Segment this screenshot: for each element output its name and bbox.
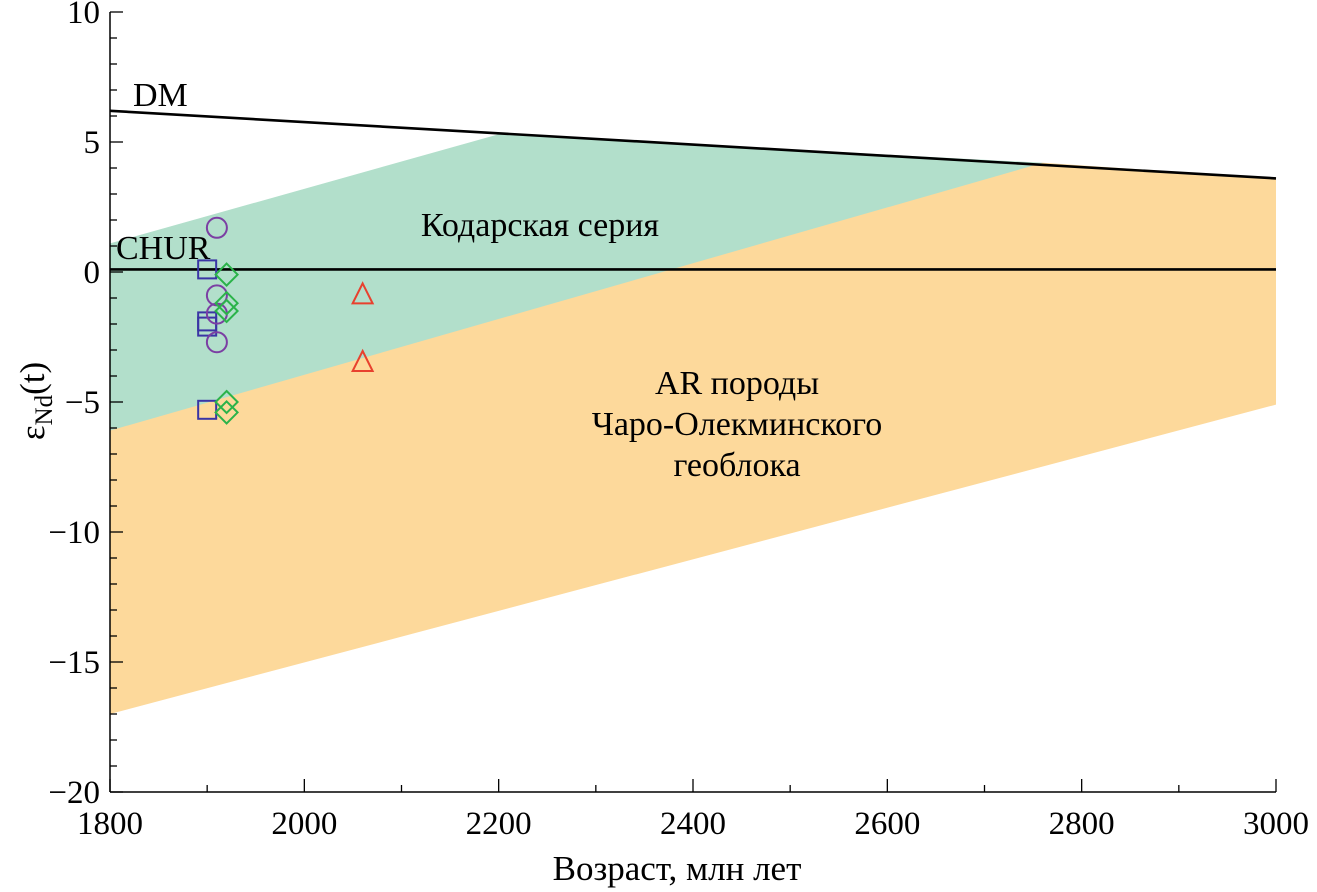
circle-marker xyxy=(205,216,228,239)
kodar-label: Кодарская серия xyxy=(421,207,660,244)
y-axis-title-main: ε xyxy=(13,425,52,440)
triangle-marker xyxy=(351,348,375,372)
region-kodar-series xyxy=(110,134,1043,431)
shaded-regions xyxy=(110,134,1276,715)
x-axis-title: Возраст, млн лет xyxy=(553,849,802,888)
x-tick-label: 2600 xyxy=(854,806,920,842)
y-tick-label: 5 xyxy=(84,125,101,161)
ar-label-line2: Чаро-Олекминского xyxy=(592,406,883,443)
x-tick-label: 1800 xyxy=(77,806,143,842)
y-tick-label: 10 xyxy=(67,0,100,31)
y-tick-label: −15 xyxy=(48,645,100,681)
reference-lines xyxy=(109,109,1277,271)
diamond-marker xyxy=(214,399,240,425)
triangle-marker xyxy=(351,281,375,305)
y-tick-label: −20 xyxy=(48,775,100,811)
circle-marker xyxy=(205,331,228,354)
y-tick-label: −5 xyxy=(65,385,100,421)
x-tick-label: 2400 xyxy=(660,806,726,842)
y-tick-label: −10 xyxy=(48,515,100,551)
y-axis-title-sub: Nd xyxy=(31,394,58,425)
diamond-marker xyxy=(214,389,240,415)
dm-line xyxy=(109,109,1277,180)
x-tick-label: 3000 xyxy=(1243,806,1309,842)
x-tick-label: 2000 xyxy=(271,806,337,842)
square-marker xyxy=(197,259,218,280)
data-points xyxy=(197,216,375,425)
ar-label-line3: геоблока xyxy=(673,447,800,484)
chur-label: CHUR xyxy=(116,230,211,267)
x-tick-label: 2800 xyxy=(1049,806,1115,842)
svg-text:εNd(t): εNd(t) xyxy=(13,362,58,440)
diamond-marker xyxy=(214,262,240,288)
square-marker xyxy=(197,399,218,420)
y-tick-label: 0 xyxy=(84,255,101,291)
dm-label: DM xyxy=(133,77,188,114)
axes: 1800 2000 2200 2400 2600 2800 3000 10 5 0 −5 −10 −15… xyxy=(48,0,1309,842)
diamond-marker xyxy=(214,298,240,324)
y-axis-title-suffix: (t) xyxy=(13,362,52,395)
diamond-marker xyxy=(214,290,240,316)
x-tick-label: 2200 xyxy=(466,806,532,842)
ar-label-line1: AR породы xyxy=(655,365,819,402)
y-axis-title: εNd(t) xyxy=(13,362,58,440)
